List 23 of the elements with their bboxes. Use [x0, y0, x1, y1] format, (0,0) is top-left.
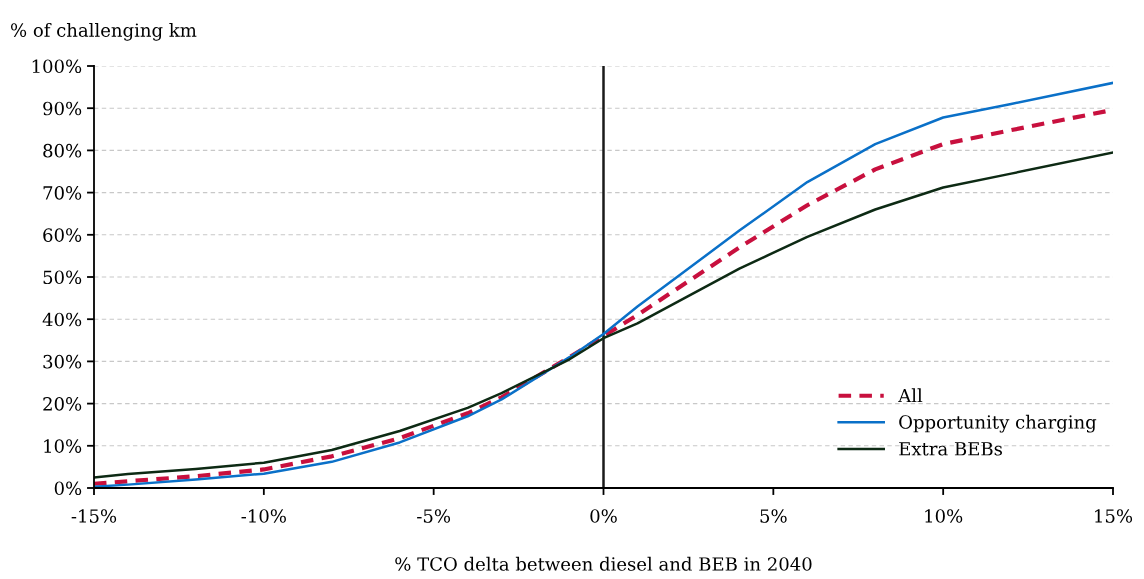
x-tick-label: 0% — [590, 509, 617, 523]
y-tick-label: 80% — [43, 143, 82, 158]
x-tick-label: -10% — [241, 509, 286, 523]
legend-label: Opportunity charging — [899, 414, 1097, 433]
y-tick-label: 70% — [43, 186, 82, 200]
y-axis-title: % of challenging km — [11, 22, 197, 41]
y-tick-label: 40% — [42, 312, 82, 327]
x-tick-label: -5% — [417, 509, 451, 523]
y-tick-label: 90% — [43, 101, 82, 116]
y-tick-label: 60% — [43, 228, 82, 242]
y-tick-label: 50% — [43, 270, 82, 285]
y-tick-label: 10% — [44, 439, 82, 453]
x-tick-label: 5% — [760, 509, 787, 523]
y-tick-label: 30% — [43, 354, 82, 369]
x-tick-label: 15% — [1095, 509, 1133, 523]
x-tick-label: -15% — [71, 509, 117, 523]
legend-label: Extra BEBs — [899, 442, 1002, 456]
y-tick-label: 100% — [32, 59, 82, 74]
y-tick-label: 0% — [54, 481, 82, 496]
y-tick-label: 20% — [43, 397, 82, 411]
x-tick-label: 10% — [925, 509, 963, 523]
x-axis-title: % TCO delta between diesel and BEB in 2040 — [395, 556, 812, 571]
legend-label: All — [898, 388, 923, 403]
